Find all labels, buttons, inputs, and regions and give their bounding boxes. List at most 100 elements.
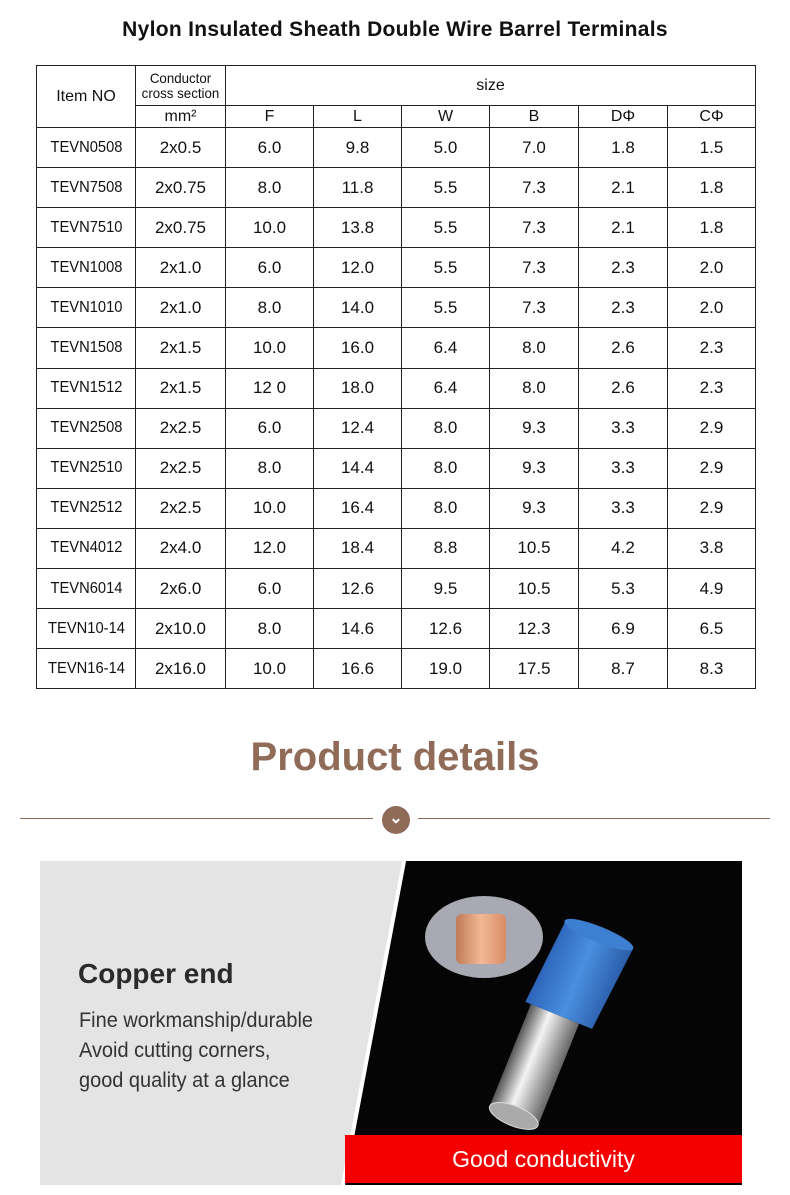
table-cell: 5.3: [578, 568, 668, 610]
table-cell: 2.3: [667, 327, 756, 369]
item-no-cell: TEVN7508: [39, 167, 133, 209]
table-row: TEVN7510 2x0.75 10.0 13.8 5.5 7.3 2.1 1.8: [37, 207, 756, 249]
table-cell: 2.3: [578, 247, 668, 289]
table-cell: 16.0: [313, 327, 402, 369]
table-cell: 12.6: [313, 568, 402, 610]
table-cell: 8.0: [225, 447, 314, 489]
table-cell: 5.5: [401, 167, 490, 209]
table-cell: 10.5: [489, 527, 579, 570]
item-no-cell: TEVN1508: [39, 327, 133, 369]
item-no-cell: TEVN1008: [39, 247, 133, 289]
table-cell: 8.0: [401, 487, 490, 529]
table-cell: 2x1.0: [135, 247, 226, 289]
chevron-down-icon: ⌄: [382, 806, 410, 834]
table-row: TEVN4012 2x4.0 12.0 18.4 8.8 10.5 4.2 3.8: [37, 527, 756, 570]
item-no-cell: TEVN2510: [39, 447, 133, 489]
feature-banner: Good conductivity: [345, 1135, 742, 1183]
table-cell: 5.5: [401, 247, 490, 289]
copper-roll-image: [425, 896, 543, 978]
header-unit: mm²: [135, 105, 226, 128]
table-cell: 6.0: [225, 568, 314, 610]
table-cell: 2.9: [667, 447, 756, 489]
table-cell: 2x0.75: [135, 167, 226, 209]
table-cell: 9.3: [489, 447, 579, 489]
table-cell: 2.1: [578, 167, 668, 209]
item-no-cell: TEVN1010: [39, 287, 133, 329]
table-cell: 1.8: [667, 207, 756, 249]
table-cell: 2x6.0: [135, 568, 226, 610]
table-cell: 3.8: [667, 527, 756, 570]
feature-line: Fine workmanship/durable: [79, 1009, 313, 1032]
item-no-cell: TEVN2512: [39, 487, 133, 529]
table-cell: 1.8: [578, 126, 668, 169]
table-row: TEVN7508 2x0.75 8.0 11.8 5.5 7.3 2.1 1.8: [37, 167, 756, 209]
item-no-cell: TEVN1512: [39, 367, 133, 409]
table-cell: 19.0: [401, 648, 490, 690]
table-row: TEVN6014 2x6.0 6.0 12.6 9.5 10.5 5.3 4.9: [37, 568, 756, 610]
table-cell: 14.6: [313, 608, 402, 650]
table-cell: 12.3: [489, 608, 579, 650]
table-cell: 14.0: [313, 287, 402, 329]
table-cell: 2.0: [667, 287, 756, 329]
divider-line-right: [418, 818, 770, 819]
table-cell: 2x16.0: [135, 648, 226, 690]
item-no-cell: TEVN10-14: [39, 608, 133, 650]
table-cell: 6.4: [401, 367, 490, 409]
table-row: TEVN1508 2x1.5 10.0 16.0 6.4 8.0 2.6 2.3: [37, 327, 756, 369]
table-cell: 8.0: [225, 608, 314, 650]
table-cell: 6.5: [667, 608, 756, 650]
table-row: TEVN1008 2x1.0 6.0 12.0 5.5 7.3 2.3 2.0: [37, 247, 756, 289]
item-no-cell: TEVN2508: [39, 407, 133, 449]
table-cell: 12.4: [313, 407, 402, 449]
feature-description: Fine workmanship/durable Avoid cutting c…: [79, 1006, 325, 1096]
table-cell: 6.9: [578, 608, 668, 650]
header-size-0: F: [225, 105, 314, 128]
table-cell: 7.0: [489, 126, 579, 169]
table-row: TEVN0508 2x0.5 6.0 9.8 5.0 7.0 1.8 1.5: [37, 126, 756, 169]
table-cell: 12.0: [225, 527, 314, 570]
table-row: TEVN1010 2x1.0 8.0 14.0 5.5 7.3 2.3 2.0: [37, 287, 756, 329]
table-cell: 2.9: [667, 407, 756, 449]
table-cell: 8.3: [667, 648, 756, 690]
feature-line: good quality at a glance: [79, 1069, 290, 1092]
table-cell: 9.3: [489, 407, 579, 449]
header-conductor-line1: Conductor: [149, 69, 212, 86]
table-cell: 4.9: [667, 568, 756, 610]
table-cell: 2x2.5: [135, 487, 226, 529]
table-row: TEVN2510 2x2.5 8.0 14.4 8.0 9.3 3.3 2.9: [37, 447, 756, 489]
table-cell: 8.0: [225, 287, 314, 329]
table-cell: 7.3: [489, 167, 579, 209]
table-cell: 6.0: [225, 247, 314, 289]
table-cell: 10.0: [225, 327, 314, 369]
table-cell: 2.6: [578, 327, 668, 369]
table-cell: 2x2.5: [135, 447, 226, 489]
header-conductor-line2: cross section: [141, 84, 220, 101]
table-cell: 17.5: [489, 648, 579, 690]
table-row: TEVN10-14 2x10.0 8.0 14.6 12.6 12.3 6.9 6.5: [37, 608, 756, 650]
table-cell: 13.8: [313, 207, 402, 249]
section-title: Product details: [250, 735, 540, 779]
table-cell: 8.8: [401, 527, 490, 570]
table-cell: 7.3: [489, 247, 579, 289]
table-cell: 1.8: [667, 167, 756, 209]
table-cell: 5.0: [401, 126, 490, 169]
table-cell: 5.5: [401, 207, 490, 249]
header-size-4: DΦ: [578, 105, 668, 128]
table-row: TEVN1512 2x1.5 12 0 18.0 6.4 8.0 2.6 2.3: [37, 367, 756, 409]
item-no-cell: TEVN4012: [39, 527, 133, 570]
table-cell: 18.4: [313, 527, 402, 570]
header-size-2: W: [401, 105, 490, 128]
table-row: TEVN16-14 2x16.0 10.0 16.6 19.0 17.5 8.7 8.3: [37, 648, 756, 690]
table-cell: 7.3: [489, 287, 579, 329]
table-cell: 2x1.5: [135, 327, 226, 369]
table-row: TEVN2512 2x2.5 10.0 16.4 8.0 9.3 3.3 2.9: [37, 487, 756, 529]
header-item-no: Item NO: [36, 65, 136, 128]
header-size-1: L: [313, 105, 402, 128]
header-size: size: [225, 65, 756, 106]
table-cell: 2.6: [578, 367, 668, 409]
table-cell: 6.4: [401, 327, 490, 369]
table-cell: 4.2: [578, 527, 668, 570]
table-cell: 8.0: [401, 407, 490, 449]
table-cell: 11.8: [313, 167, 402, 209]
table-cell: 2.9: [667, 487, 756, 529]
